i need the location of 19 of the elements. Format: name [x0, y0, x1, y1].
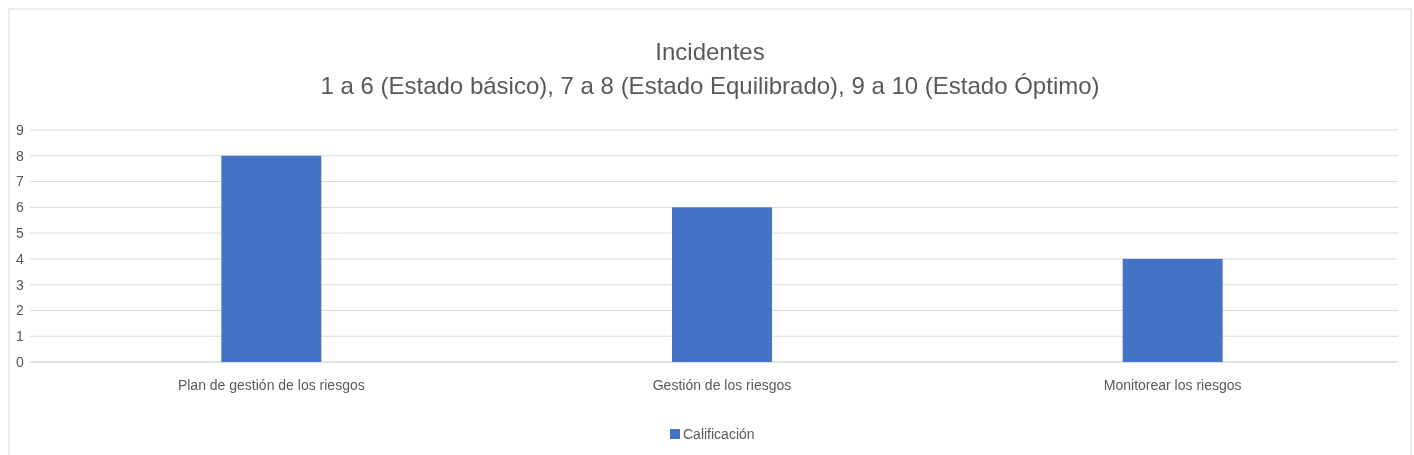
- y-tick-label: 2: [16, 302, 25, 319]
- bar: [221, 155, 322, 362]
- y-tick-label: 5: [16, 225, 25, 242]
- x-tick-label: Plan de gestión de los riesgos: [177, 377, 365, 393]
- x-tick-label: Monitorear los riesgos: [1103, 377, 1242, 393]
- chart-title: Incidentes: [655, 38, 765, 65]
- y-tick-label: 4: [16, 250, 25, 267]
- y-tick-label: 8: [16, 147, 25, 164]
- chart-subtitle: 1 a 6 (Estado básico), 7 a 8 (Estado Equilibrado), 9 a 10 (Estado Óptimo): [320, 72, 1100, 99]
- x-tick-label: Gestión de los riesgos: [652, 377, 792, 393]
- y-tick-label: 9: [16, 121, 25, 138]
- y-tick-label: 3: [16, 276, 25, 293]
- y-tick-label: 7: [16, 173, 25, 190]
- bar: [672, 207, 772, 362]
- y-tick-label: 6: [16, 199, 25, 216]
- y-tick-label: 0: [16, 353, 25, 370]
- legend-label: Calificación: [683, 425, 755, 442]
- bar: [1122, 258, 1223, 362]
- y-tick-label: 1: [16, 328, 25, 345]
